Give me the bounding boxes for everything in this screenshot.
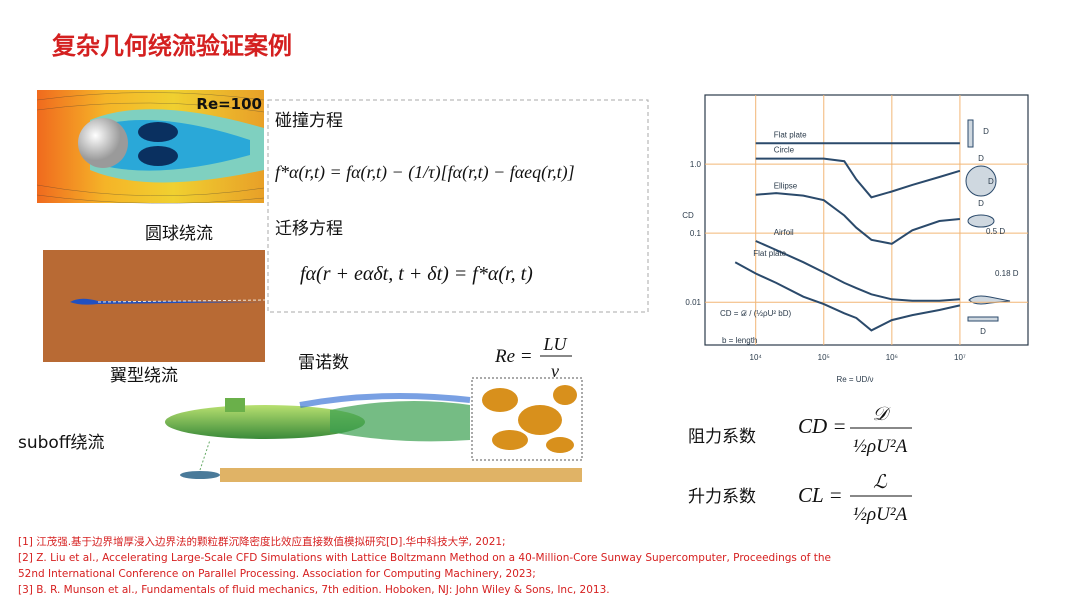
annotation: b = length [722, 336, 757, 345]
airfoil-image [43, 250, 266, 362]
y-tick-label: 0.01 [685, 298, 701, 307]
formula-lhs: CD = [798, 414, 847, 438]
x-tick-label: 10⁵ [818, 353, 830, 362]
numerator: ℒ [873, 472, 888, 493]
sphere-image: Re=100 [36, 90, 265, 204]
shape-icons [965, 119, 1011, 322]
series-line [734, 261, 961, 332]
annotation: D [988, 177, 994, 186]
y-tick-label: 1.0 [690, 160, 702, 169]
caption: suboff绕流 [18, 433, 105, 453]
series-label: Airfoil [774, 228, 794, 237]
series-label: Circle [774, 146, 795, 155]
annotation: 0.18 D [995, 269, 1019, 278]
series-line [755, 192, 960, 245]
formula-lhs: Re = [494, 346, 533, 367]
reference: [1] 江茂强.基于边界增厚浸入边界法的颗粒群沉降密度比效应直接数值模拟研究[D… [18, 535, 506, 548]
equation-label: 迁移方程 [275, 219, 343, 239]
numerator: LU [542, 334, 567, 354]
annotation: D [980, 327, 986, 336]
numerator: 𝒟 [872, 404, 891, 425]
series-line [755, 157, 961, 199]
label: 升力系数 [688, 487, 756, 507]
annotation: D [983, 127, 989, 136]
drag-chart: 10⁴ 10⁵ 10⁶ 10⁷ 1.0 0.1 0.01 Re = UD/ν CD Flat pl… [682, 94, 1029, 384]
denominator: ½ρU²A [853, 436, 908, 457]
equation-box [267, 99, 649, 313]
reference: 52nd International Conference on Paralle… [18, 568, 536, 580]
annotation: CD = 𝒟 / (½ρU² bD) [720, 309, 792, 318]
reference: [3] B. R. Munson et al., Fundamentals of… [18, 584, 610, 596]
formula-lhs: CL = [798, 483, 843, 507]
x-tick-label: 10⁷ [954, 353, 966, 362]
caption: 圆球绕流 [145, 224, 213, 244]
annotation: 0.5 D [986, 227, 1005, 236]
series-label: Flat plate [774, 130, 807, 139]
annotation: D [978, 199, 984, 208]
series-line [755, 240, 960, 302]
equation: f*α(r,t) = fα(r,t) − (1/τ)[fα(r,t) − fαe… [275, 162, 575, 183]
re-badge: Re=100 [196, 95, 262, 113]
y-tick-label: 0.1 [690, 229, 702, 238]
series-label: Flat plate [753, 249, 786, 258]
x-tick-label: 10⁶ [886, 353, 898, 362]
suboff-image [165, 377, 583, 482]
denominator: ½ρU²A [853, 504, 908, 525]
y-axis-label: CD [682, 211, 694, 220]
x-axis-label: Re = UD/ν [836, 375, 873, 384]
series-label: Ellipse [774, 182, 798, 191]
label: 雷诺数 [298, 353, 349, 373]
x-tick-label: 10⁴ [750, 353, 763, 362]
annotation: D [978, 154, 984, 163]
reference: [2] Z. Liu et al., Accelerating Large-Sc… [18, 552, 831, 564]
caption: 翼型绕流 [110, 366, 178, 386]
equation-label: 碰撞方程 [275, 111, 343, 131]
denominator: ν [551, 361, 559, 381]
slide-title: 复杂几何绕流验证案例 [51, 32, 292, 60]
equation: fα(r + eαδt, t + δt) = f*α(r, t) [300, 263, 533, 285]
label: 阻力系数 [688, 427, 756, 447]
